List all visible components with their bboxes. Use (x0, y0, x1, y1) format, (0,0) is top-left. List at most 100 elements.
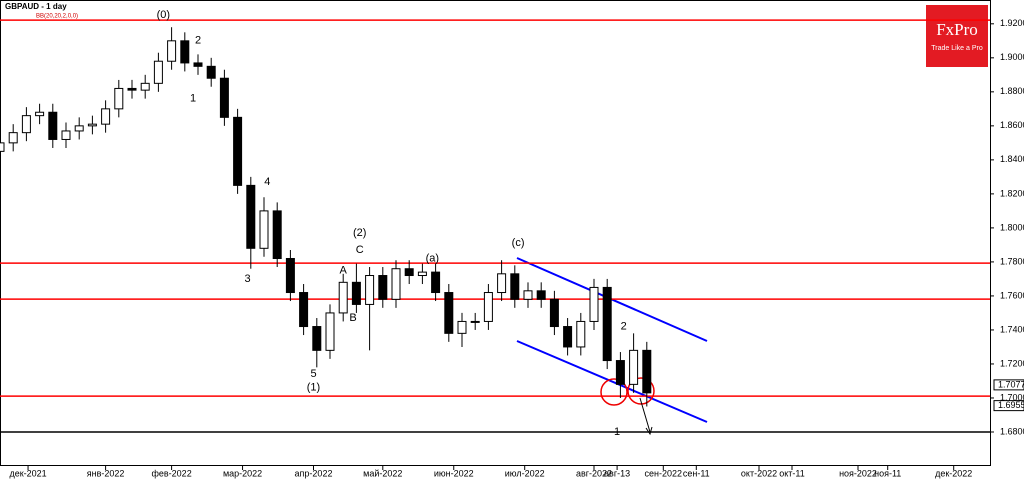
candle-body (48, 111, 58, 140)
candle-body (510, 273, 520, 300)
candle-body (206, 65, 216, 79)
candle-body (285, 258, 295, 294)
candle-body (312, 326, 322, 351)
wave-label: 1 (190, 93, 196, 105)
y-tick-label: 1.6800 (1000, 426, 1024, 436)
candle-body (589, 286, 599, 322)
candle-body (629, 349, 639, 385)
candle-body (219, 77, 229, 118)
wave-label: 2 (195, 35, 201, 47)
candle-body (325, 312, 335, 351)
candle-body (483, 292, 493, 322)
candle-body (576, 320, 586, 348)
candle-body (167, 40, 177, 62)
candle-body (35, 111, 45, 117)
x-tick-label: окт-2022 (741, 468, 777, 478)
logo-tagline: Trade Like a Pro (931, 45, 983, 52)
x-tick-label: сен-11 (683, 468, 710, 478)
candle-body (61, 130, 71, 140)
candle-body (21, 115, 31, 134)
price-tag-box (993, 379, 1024, 391)
price-tag: 1.7077 (998, 379, 1024, 389)
candle-body (351, 281, 361, 305)
wave-label: 3 (244, 273, 250, 285)
y-tick-label: 1.7200 (1000, 358, 1024, 368)
candle-body (444, 292, 454, 334)
candle-body (180, 40, 190, 64)
candle-body (140, 82, 150, 91)
candle-body (404, 268, 414, 277)
candle-body (8, 132, 18, 144)
wave-label: A (340, 264, 348, 276)
candle-body (153, 60, 163, 84)
chart-title: GBPAUD - 1 day (5, 2, 67, 11)
x-tick-label: апр-2022 (295, 468, 333, 478)
y-tick-label: 1.7000 (1000, 392, 1024, 402)
x-tick-label: июл-2022 (505, 468, 545, 478)
candle-body (272, 210, 282, 260)
wave-label: (c) (512, 237, 525, 249)
y-tick-label: 1.7800 (1000, 256, 1024, 266)
x-tick-label: мар-2022 (223, 468, 262, 478)
candle-body (0, 142, 5, 152)
candle-body (114, 87, 124, 110)
highlight-circle (600, 378, 628, 406)
candle-body (615, 360, 625, 385)
y-tick-label: 1.8200 (1000, 188, 1024, 198)
candle-body (563, 326, 573, 348)
plot-frame (0, 0, 991, 466)
x-tick-label: авг-13 (604, 468, 630, 478)
candle-body (193, 62, 203, 67)
x-tick-label: июн-2022 (434, 468, 474, 478)
candle-body (523, 290, 533, 300)
candle-body (101, 108, 111, 125)
logo-brand: FxPro (936, 20, 978, 39)
candle-body (365, 275, 375, 305)
wave-label: C (356, 244, 364, 256)
x-tick-label: дек-2021 (9, 468, 46, 478)
logo: FxPro Trade Like a Pro (926, 5, 988, 67)
x-tick-label: дек-2022 (935, 468, 972, 478)
wave-label: (2) (353, 227, 366, 239)
candle-body (259, 210, 269, 249)
y-tick-label: 1.7400 (1000, 324, 1024, 334)
x-tick-label: авг-2022 (576, 468, 612, 478)
arrow (639, 397, 653, 436)
candle-body (299, 292, 309, 328)
candle-body (470, 320, 480, 323)
wave-label: 2 (621, 320, 627, 332)
candle-body (246, 184, 256, 249)
price-tag-box (993, 400, 1024, 412)
candle-body (536, 290, 546, 300)
y-tick-label: 1.9000 (1000, 52, 1024, 62)
candle-body (642, 349, 652, 394)
x-tick-label: ноя-2022 (839, 468, 877, 478)
y-tick-label: 1.8800 (1000, 86, 1024, 96)
x-tick-label: фев-2022 (151, 468, 191, 478)
candle-body (378, 275, 388, 300)
wave-label: 1 (614, 426, 620, 438)
x-tick-label: янв-2022 (87, 468, 125, 478)
highlight-circle (627, 377, 655, 405)
candle-body (602, 286, 612, 362)
candle-body (431, 271, 441, 294)
x-tick-label: окт-11 (779, 468, 805, 478)
candle-body (127, 87, 137, 91)
candle-body (74, 125, 84, 132)
wave-label: 4 (264, 176, 270, 188)
price-tag: 1.6955 (998, 400, 1024, 410)
logo-box (926, 5, 988, 67)
y-tick-label: 1.8600 (1000, 120, 1024, 130)
candle-body (233, 116, 243, 186)
y-tick-label: 1.9200 (1000, 18, 1024, 28)
candle-body (457, 320, 467, 334)
wave-label: B (349, 312, 356, 324)
y-tick-label: 1.8000 (1000, 222, 1024, 232)
channel-lower (516, 340, 708, 423)
candle-body (497, 273, 507, 294)
wave-label: 5 (310, 368, 316, 380)
wave-label: (0) (157, 9, 170, 21)
y-tick-label: 1.7600 (1000, 290, 1024, 300)
x-tick-label: ноя-11 (874, 468, 901, 478)
